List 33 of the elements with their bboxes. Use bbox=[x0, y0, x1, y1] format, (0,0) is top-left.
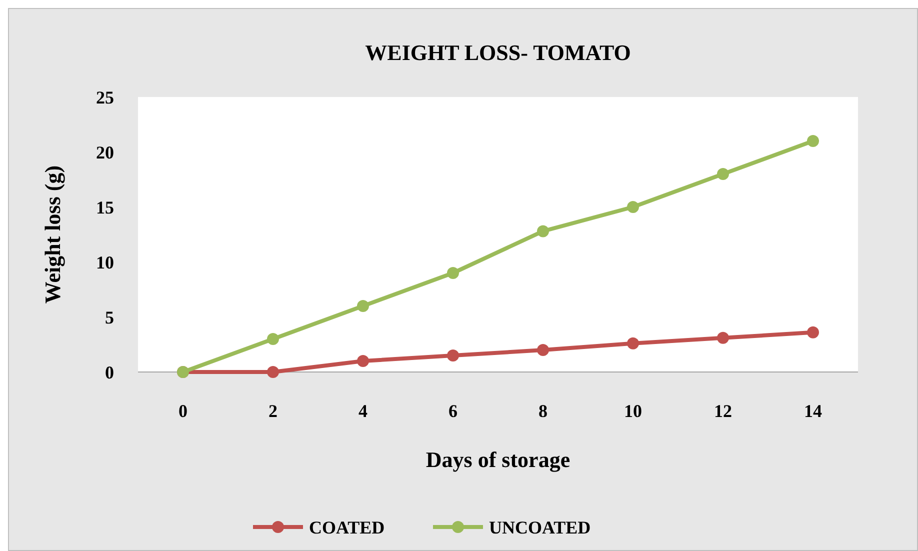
x-tick-label: 12 bbox=[714, 401, 732, 421]
x-tick-label: 10 bbox=[624, 401, 642, 421]
x-tick-label: 4 bbox=[358, 401, 368, 421]
y-tick-label: 5 bbox=[105, 307, 114, 328]
point bbox=[627, 201, 639, 213]
point bbox=[627, 337, 639, 350]
point bbox=[537, 344, 549, 356]
point bbox=[267, 333, 279, 345]
chart-title: WEIGHT LOSS- TOMATO bbox=[365, 40, 631, 65]
legend-label: COATED bbox=[309, 517, 385, 538]
point bbox=[807, 135, 819, 147]
x-tick-label: 6 bbox=[448, 401, 458, 421]
x-axis-title: Days of storage bbox=[426, 447, 570, 472]
x-tick-label: 14 bbox=[804, 401, 822, 421]
point bbox=[447, 350, 459, 362]
x-tick-label: 0 bbox=[178, 401, 188, 421]
point bbox=[807, 326, 819, 338]
y-tick-label: 10 bbox=[96, 252, 114, 272]
x-tick-label: 2 bbox=[268, 401, 278, 421]
point bbox=[717, 168, 729, 180]
y-tick-label: 25 bbox=[96, 87, 114, 108]
x-tick-label: 8 bbox=[538, 401, 548, 421]
point bbox=[447, 267, 459, 279]
y-axis-title: Weight loss (g) bbox=[40, 165, 65, 304]
point bbox=[717, 332, 729, 344]
legend-label: UNCOATED bbox=[489, 517, 591, 538]
y-tick-label: 20 bbox=[96, 142, 114, 162]
point bbox=[267, 366, 279, 378]
point bbox=[537, 225, 549, 238]
y-tick-label: 0 bbox=[105, 362, 114, 382]
y-tick-label: 15 bbox=[96, 197, 114, 218]
point bbox=[357, 300, 369, 312]
point bbox=[357, 355, 369, 367]
